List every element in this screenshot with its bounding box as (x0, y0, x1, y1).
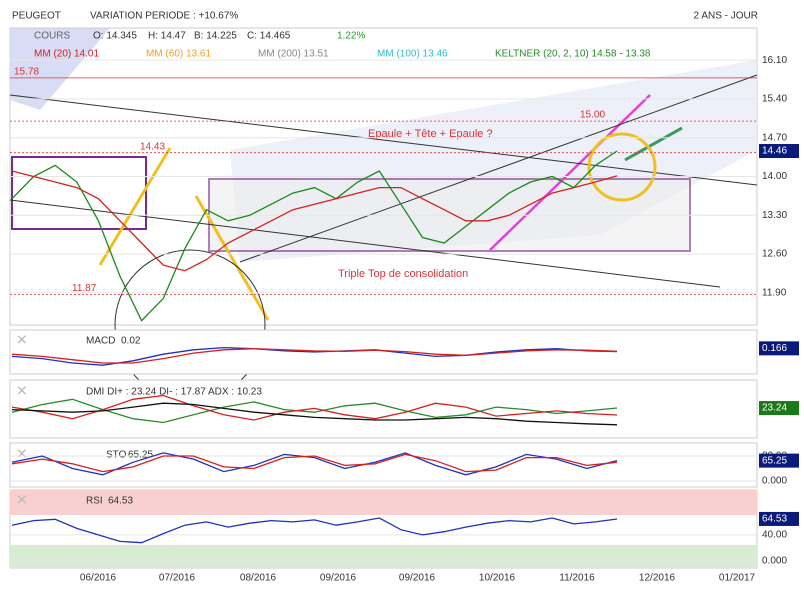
value-box-label: 65.25 (762, 455, 787, 466)
macd-panel (9, 329, 758, 375)
x-tick-label: 01/2017 (719, 573, 756, 584)
oversold-zone (10, 545, 757, 568)
close-icon[interactable]: ✕ (16, 332, 28, 348)
level-label: 15.00 (580, 110, 605, 121)
x-tick-label: 06/2016 (80, 573, 117, 584)
sto-panel (9, 442, 758, 488)
legend-entry: MM (100) 13.46 (377, 49, 448, 60)
y-tick-label: 40.00 (762, 530, 787, 541)
legend-entry: MM (200) 13.51 (258, 49, 329, 60)
y-tick-label: 16.10 (762, 55, 787, 66)
title: PEUGEOT (12, 11, 61, 22)
series-line (11, 348, 618, 364)
legend-entry: KELTNER (20, 2, 10) 14.58 - 13.38 (495, 49, 651, 60)
series-line (11, 398, 618, 424)
series-line (11, 170, 618, 272)
value-box (759, 511, 799, 526)
series-line (11, 517, 618, 544)
y-tick-label: 14.70 (762, 132, 787, 143)
y-tick-label: 15.40 (762, 94, 787, 105)
y-tick-label: 0.000 (762, 476, 787, 487)
panel-title: DMI DI+ : 23.24 DI- : 17.87 ADX : 10.23 (86, 387, 262, 398)
keltner-shade (10, 28, 110, 110)
x-tick-label: 10/2016 (479, 573, 516, 584)
legend-entry: C: 14.465 (247, 31, 291, 42)
circle (587, 132, 657, 202)
trend-line (239, 74, 758, 263)
trend-line (98, 147, 172, 266)
x-tick-label: 11/2016 (559, 573, 595, 584)
annotation: Epaule + Tête + Epaule ? (368, 128, 493, 140)
panel-icons[interactable]: ✕ ✕ ✕ ✕ (16, 332, 28, 508)
legend-entry: 1.22% (337, 31, 365, 42)
value-box-label: 23.24 (762, 403, 787, 414)
trend-line (194, 195, 270, 321)
close-icon[interactable]: ✕ (16, 383, 28, 399)
series-line (11, 394, 618, 421)
x-tick-label: 07/2016 (159, 573, 196, 584)
level-label: 15.78 (14, 67, 39, 78)
value-box (759, 341, 799, 356)
panel-title: STO (106, 450, 127, 461)
series-line (11, 453, 618, 473)
close-icon[interactable]: ✕ (16, 446, 28, 462)
annotation: Triple Top de consolidation (338, 268, 468, 280)
close-icon[interactable]: ✕ (16, 492, 28, 508)
x-tick-label: 09/2016 (399, 573, 436, 584)
trend-line (9, 199, 721, 288)
x-tick-label: 09/2016 (320, 573, 357, 584)
trend-line (9, 94, 758, 186)
panel-title: RSI (86, 496, 103, 507)
dmi-panel (9, 379, 758, 439)
subtitle: VARIATION PERIODE : +10.67% (90, 11, 238, 22)
series-line (11, 346, 618, 366)
box (11, 156, 147, 230)
panel-reading: 65.25 (128, 450, 153, 461)
panel-title: MACD (86, 336, 115, 347)
y-tick-label: 0.000 (762, 556, 787, 567)
legend-entry: O: 14.345 (93, 31, 137, 42)
value-box (759, 401, 799, 416)
value-box (759, 453, 799, 468)
y-tick-label: 12.60 (762, 249, 787, 260)
legend-entry: MM (20) 14.01 (34, 49, 99, 60)
level-label: 14.43 (140, 141, 165, 152)
value-box (759, 144, 799, 159)
overbought-zone (10, 490, 757, 515)
x-tick-label: 08/2016 (240, 573, 277, 584)
value-box-label: 14.46 (762, 146, 787, 157)
legend-entry: B: 14.225 (194, 31, 237, 42)
level-label: 11.87 (72, 283, 97, 294)
legend-entry: H: 14.47 (148, 31, 186, 42)
legend-entry: MM (60) 13.61 (146, 49, 211, 60)
y-tick-label: 14.00 (762, 171, 787, 182)
value-box-label: 64.53 (762, 514, 787, 525)
x-tick-label: 12/2016 (639, 573, 676, 584)
value-box-label: 0.166 (762, 343, 787, 354)
y-tick-label: 13.30 (762, 210, 787, 221)
period: 2 ANS - JOUR (694, 11, 758, 22)
panel-reading: 0.02 (121, 336, 141, 347)
arrow (624, 126, 683, 162)
panel-reading: 64.53 (108, 496, 133, 507)
series-line (11, 150, 618, 322)
y-tick-label: 11.90 (762, 288, 787, 299)
legend-entry: COURS (34, 31, 70, 42)
series-line (11, 402, 618, 426)
